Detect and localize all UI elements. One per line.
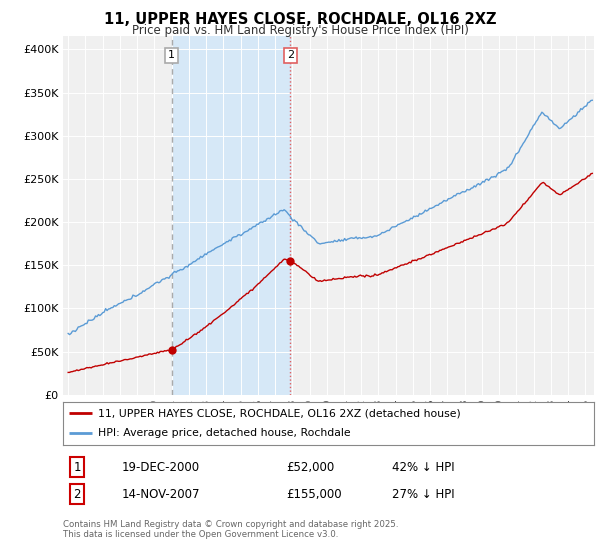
Text: 11, UPPER HAYES CLOSE, ROCHDALE, OL16 2XZ: 11, UPPER HAYES CLOSE, ROCHDALE, OL16 2X… [104, 12, 496, 27]
Text: Price paid vs. HM Land Registry's House Price Index (HPI): Price paid vs. HM Land Registry's House … [131, 24, 469, 36]
Text: 19-DEC-2000: 19-DEC-2000 [121, 460, 200, 474]
Text: 27% ↓ HPI: 27% ↓ HPI [392, 488, 455, 501]
Text: 1: 1 [168, 50, 175, 60]
Bar [172, 36, 290, 395]
Text: HPI: Average price, detached house, Rochdale: HPI: Average price, detached house, Roch… [98, 428, 350, 438]
Text: 42% ↓ HPI: 42% ↓ HPI [392, 460, 455, 474]
Text: Contains HM Land Registry data © Crown copyright and database right 2025.
This d: Contains HM Land Registry data © Crown c… [63, 520, 398, 539]
Text: 11, UPPER HAYES CLOSE, ROCHDALE, OL16 2XZ (detached house): 11, UPPER HAYES CLOSE, ROCHDALE, OL16 2X… [98, 408, 460, 418]
Text: £155,000: £155,000 [286, 488, 341, 501]
Text: 2: 2 [287, 50, 294, 60]
Text: 14-NOV-2007: 14-NOV-2007 [121, 488, 200, 501]
Text: £52,000: £52,000 [286, 460, 334, 474]
Text: 1: 1 [74, 460, 81, 474]
Text: 2: 2 [74, 488, 81, 501]
